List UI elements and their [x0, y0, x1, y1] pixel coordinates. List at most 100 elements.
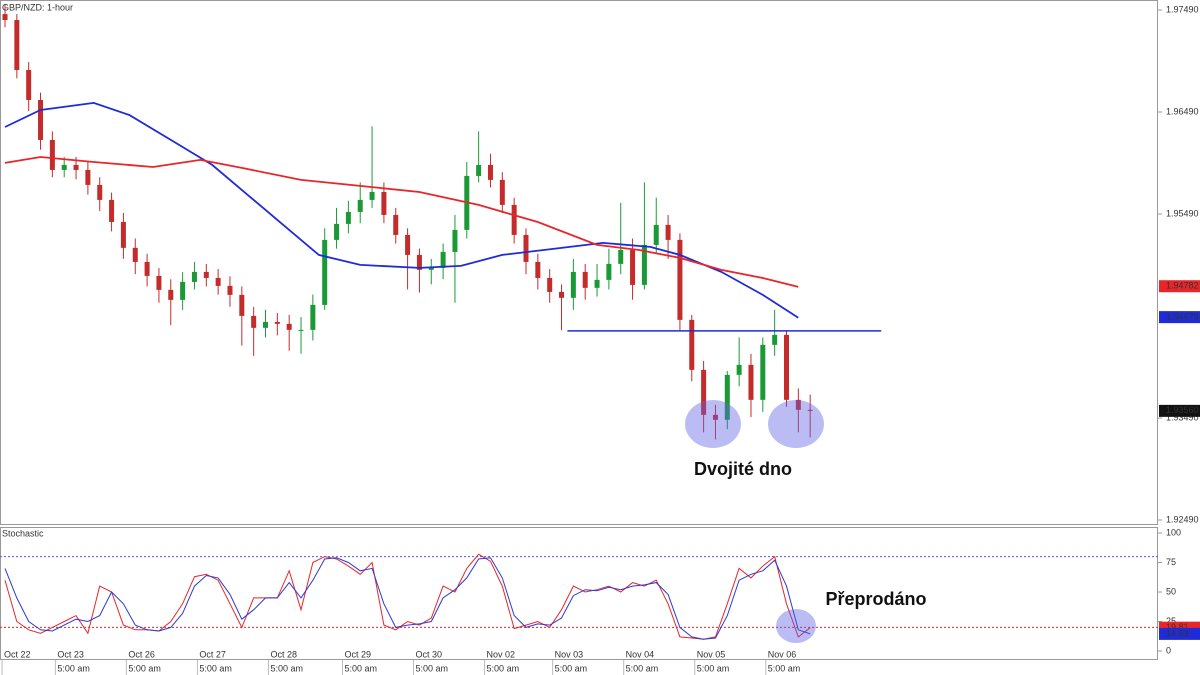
annotation: Dvojité dno [694, 459, 792, 479]
candle-body [547, 277, 553, 292]
candle-body [227, 285, 233, 295]
candle-body [618, 249, 624, 264]
stochastic-panel [0, 527, 1158, 660]
x-tick-label: 5:00 am [344, 663, 377, 673]
x-tick-label: Nov 02 [487, 649, 516, 659]
candle-body [369, 191, 375, 200]
candle-body [440, 251, 446, 268]
candle-body [61, 164, 67, 170]
annotation: Přeprodáno [825, 589, 926, 609]
x-tick-label: 5:00 am [697, 663, 730, 673]
y-tick-label: 1.95490 [1166, 208, 1199, 218]
x-tick-label: Oct 23 [57, 649, 84, 659]
candle-body [665, 224, 671, 240]
candle-body [345, 211, 351, 224]
x-tick-label: Oct 30 [416, 649, 443, 659]
candle-body [109, 199, 115, 222]
x-tick-label: Oct 27 [199, 649, 226, 659]
candle-body [132, 247, 138, 262]
bottom-marker [685, 400, 741, 448]
candle-body [274, 321, 280, 324]
x-tick-label: 5:00 am [128, 663, 161, 673]
candle-body [606, 263, 612, 280]
candle-body [251, 315, 257, 328]
y-tick-label: 50 [1166, 586, 1176, 596]
candle-body [97, 184, 103, 200]
candle-body [807, 409, 813, 411]
x-tick-label: 5:00 am [487, 663, 520, 673]
moving-average [4, 156, 799, 288]
candle-body [428, 267, 434, 270]
candle-body [156, 275, 162, 290]
candle-body [724, 374, 730, 420]
candle-body [73, 164, 79, 170]
candle-body [783, 334, 789, 400]
candle-body [701, 369, 707, 415]
candle-body [594, 279, 600, 288]
candle-body [689, 319, 695, 370]
candle-body [760, 344, 766, 400]
x-tick-label: Nov 03 [555, 649, 584, 659]
candle-body [511, 204, 517, 235]
candle-body [582, 271, 588, 288]
candle-body [499, 179, 505, 205]
candle-body [203, 271, 209, 278]
candle-body [144, 261, 150, 276]
price-label-box [1159, 627, 1200, 640]
candle-body [38, 99, 44, 140]
y-tick-label: 1.96490 [1166, 106, 1199, 116]
candle-body [14, 19, 20, 70]
x-tick-label: Oct 29 [344, 649, 371, 659]
candle-body [263, 321, 269, 328]
price-label: 1.93560 [1166, 405, 1199, 415]
candle-body [772, 334, 778, 345]
y-tick-label: 25 [1166, 616, 1176, 626]
price-label: 1.94479 [1166, 311, 1199, 321]
x-tick-label: Oct 22 [4, 649, 31, 659]
x-tick-label: Oct 26 [128, 649, 155, 659]
plot [0, 3, 1162, 675]
moving-average [4, 101, 799, 319]
candle-body [334, 223, 340, 240]
candle-body [677, 239, 683, 320]
candle-body [641, 244, 647, 285]
candle-body [2, 14, 8, 20]
candle-body [476, 164, 482, 176]
stochastic-line [4, 557, 811, 640]
candle-body [180, 281, 186, 300]
candle-body [393, 214, 399, 235]
candle-body [310, 304, 316, 330]
x-tick-label: 5:00 am [199, 663, 232, 673]
axis-labels: 1.97490 1.96490 1.95490 1.93490 1.92490 1.947… [4, 4, 1200, 673]
oversold-marker [776, 609, 816, 643]
candle-body [570, 271, 576, 298]
price-label: 19.81 [1166, 622, 1189, 632]
x-tick-label: Oct 28 [270, 649, 297, 659]
x-tick-label: 5:00 am [416, 663, 449, 673]
price-label: 14.53 [1166, 628, 1189, 638]
candle-body [452, 229, 458, 252]
candle-body [381, 191, 387, 215]
candle-body [523, 234, 529, 262]
candle-body [298, 329, 304, 331]
candle-body [26, 69, 32, 100]
candle-body [168, 289, 174, 300]
chart-title: GBP/NZD: 1-hour [2, 2, 73, 12]
price-panel [0, 0, 1158, 525]
price-label-box [1159, 404, 1200, 417]
candle-body [487, 164, 493, 180]
x-tick-label: Nov 05 [697, 649, 726, 659]
candle-body [49, 139, 55, 170]
x-tick-label: 5:00 am [270, 663, 303, 673]
candle-body [630, 249, 636, 285]
price-label-box [1159, 311, 1200, 324]
price-label: 1.94782 [1166, 281, 1199, 291]
x-tick-label: 5:00 am [57, 663, 90, 673]
stochastic-line [4, 553, 811, 640]
candle-body [748, 364, 754, 400]
y-tick-label: 1.97490 [1166, 4, 1199, 14]
candle-body [736, 364, 742, 375]
x-tick-label: 5:00 am [768, 663, 801, 673]
